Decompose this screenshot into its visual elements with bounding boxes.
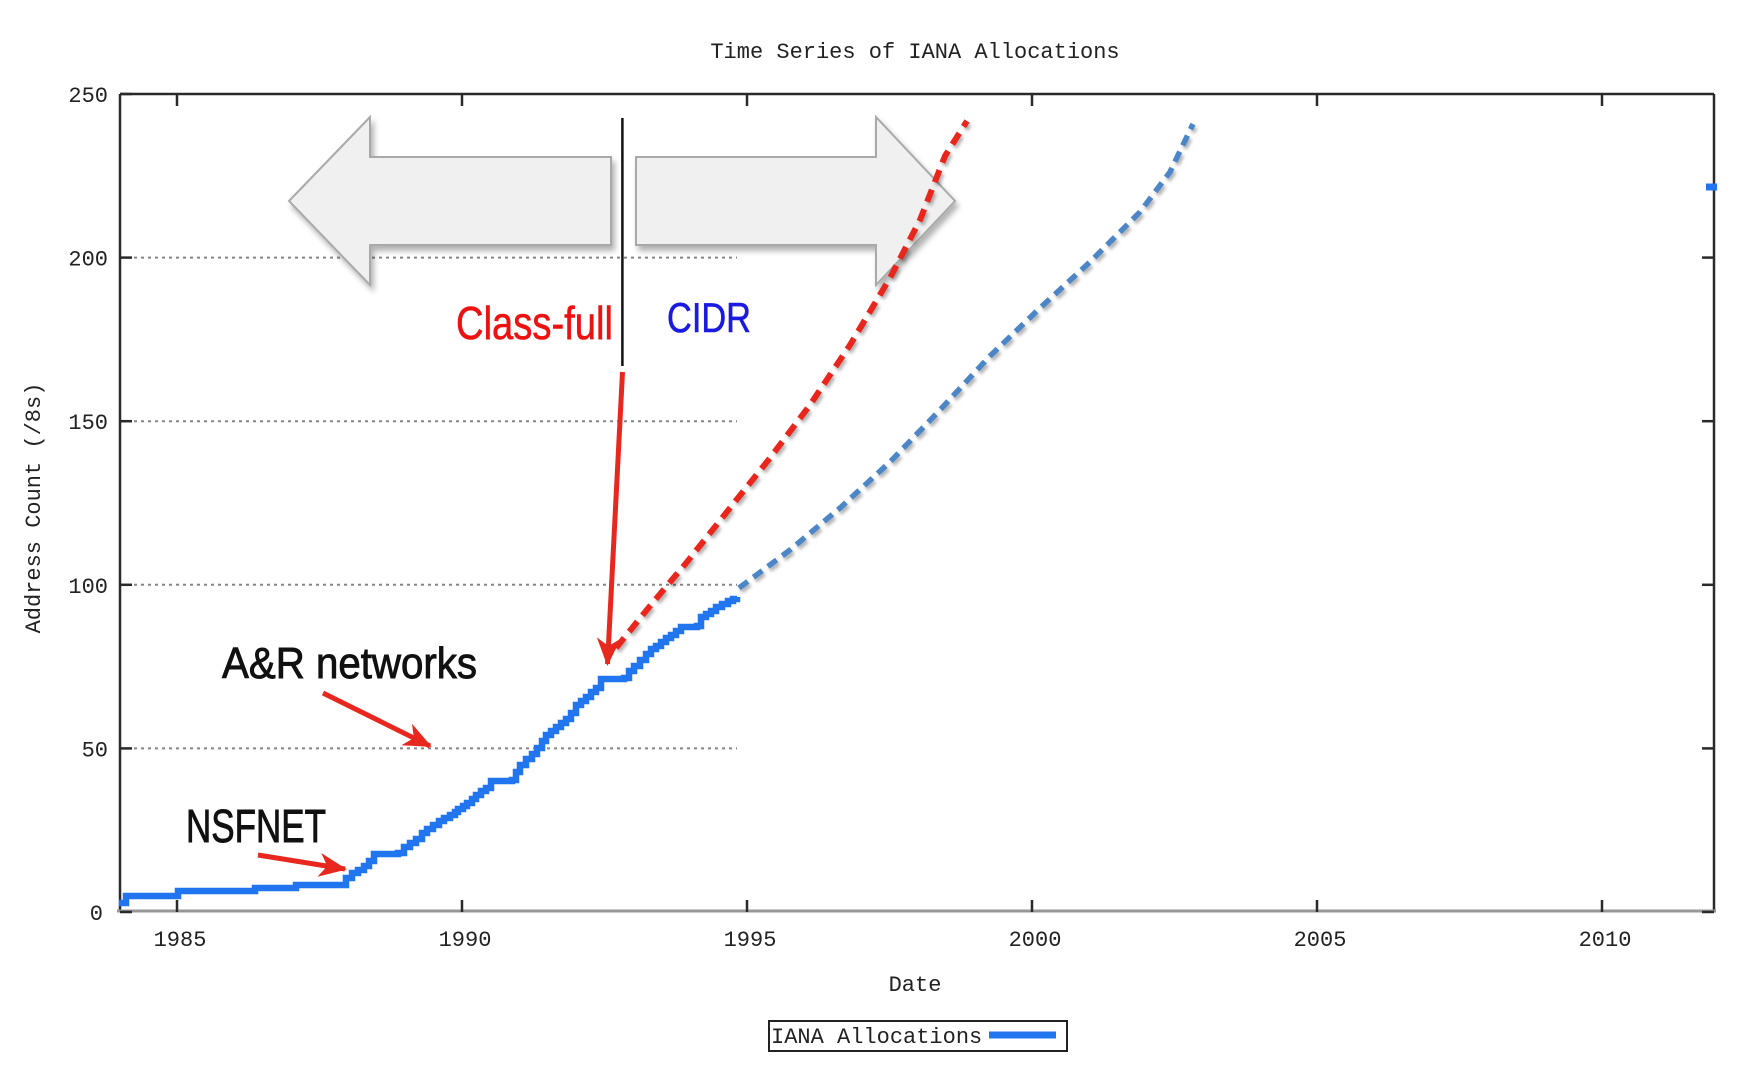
svg-text:Date: Date	[889, 973, 942, 998]
svg-text:Class-full: Class-full	[456, 297, 613, 349]
svg-text:50: 50	[82, 738, 108, 763]
svg-text:CIDR: CIDR	[667, 294, 751, 341]
svg-text:2005: 2005	[1294, 928, 1347, 953]
svg-text:IANA Allocations: IANA Allocations	[771, 1025, 982, 1050]
svg-text:NSFNET: NSFNET	[186, 800, 326, 852]
svg-text:150: 150	[68, 411, 108, 436]
svg-text:Time Series of IANA Allocation: Time Series of IANA Allocations	[710, 40, 1119, 65]
svg-text:200: 200	[68, 248, 108, 273]
svg-text:2000: 2000	[1009, 928, 1062, 953]
svg-text:2010: 2010	[1579, 928, 1632, 953]
svg-text:250: 250	[68, 84, 108, 109]
svg-text:0: 0	[90, 902, 103, 927]
svg-text:A&R networks: A&R networks	[222, 639, 477, 688]
svg-text:Address Count (/8s): Address Count (/8s)	[22, 383, 47, 634]
svg-text:1995: 1995	[724, 928, 777, 953]
svg-text:100: 100	[68, 575, 108, 600]
svg-text:1990: 1990	[439, 928, 492, 953]
svg-text:1985: 1985	[154, 928, 207, 953]
